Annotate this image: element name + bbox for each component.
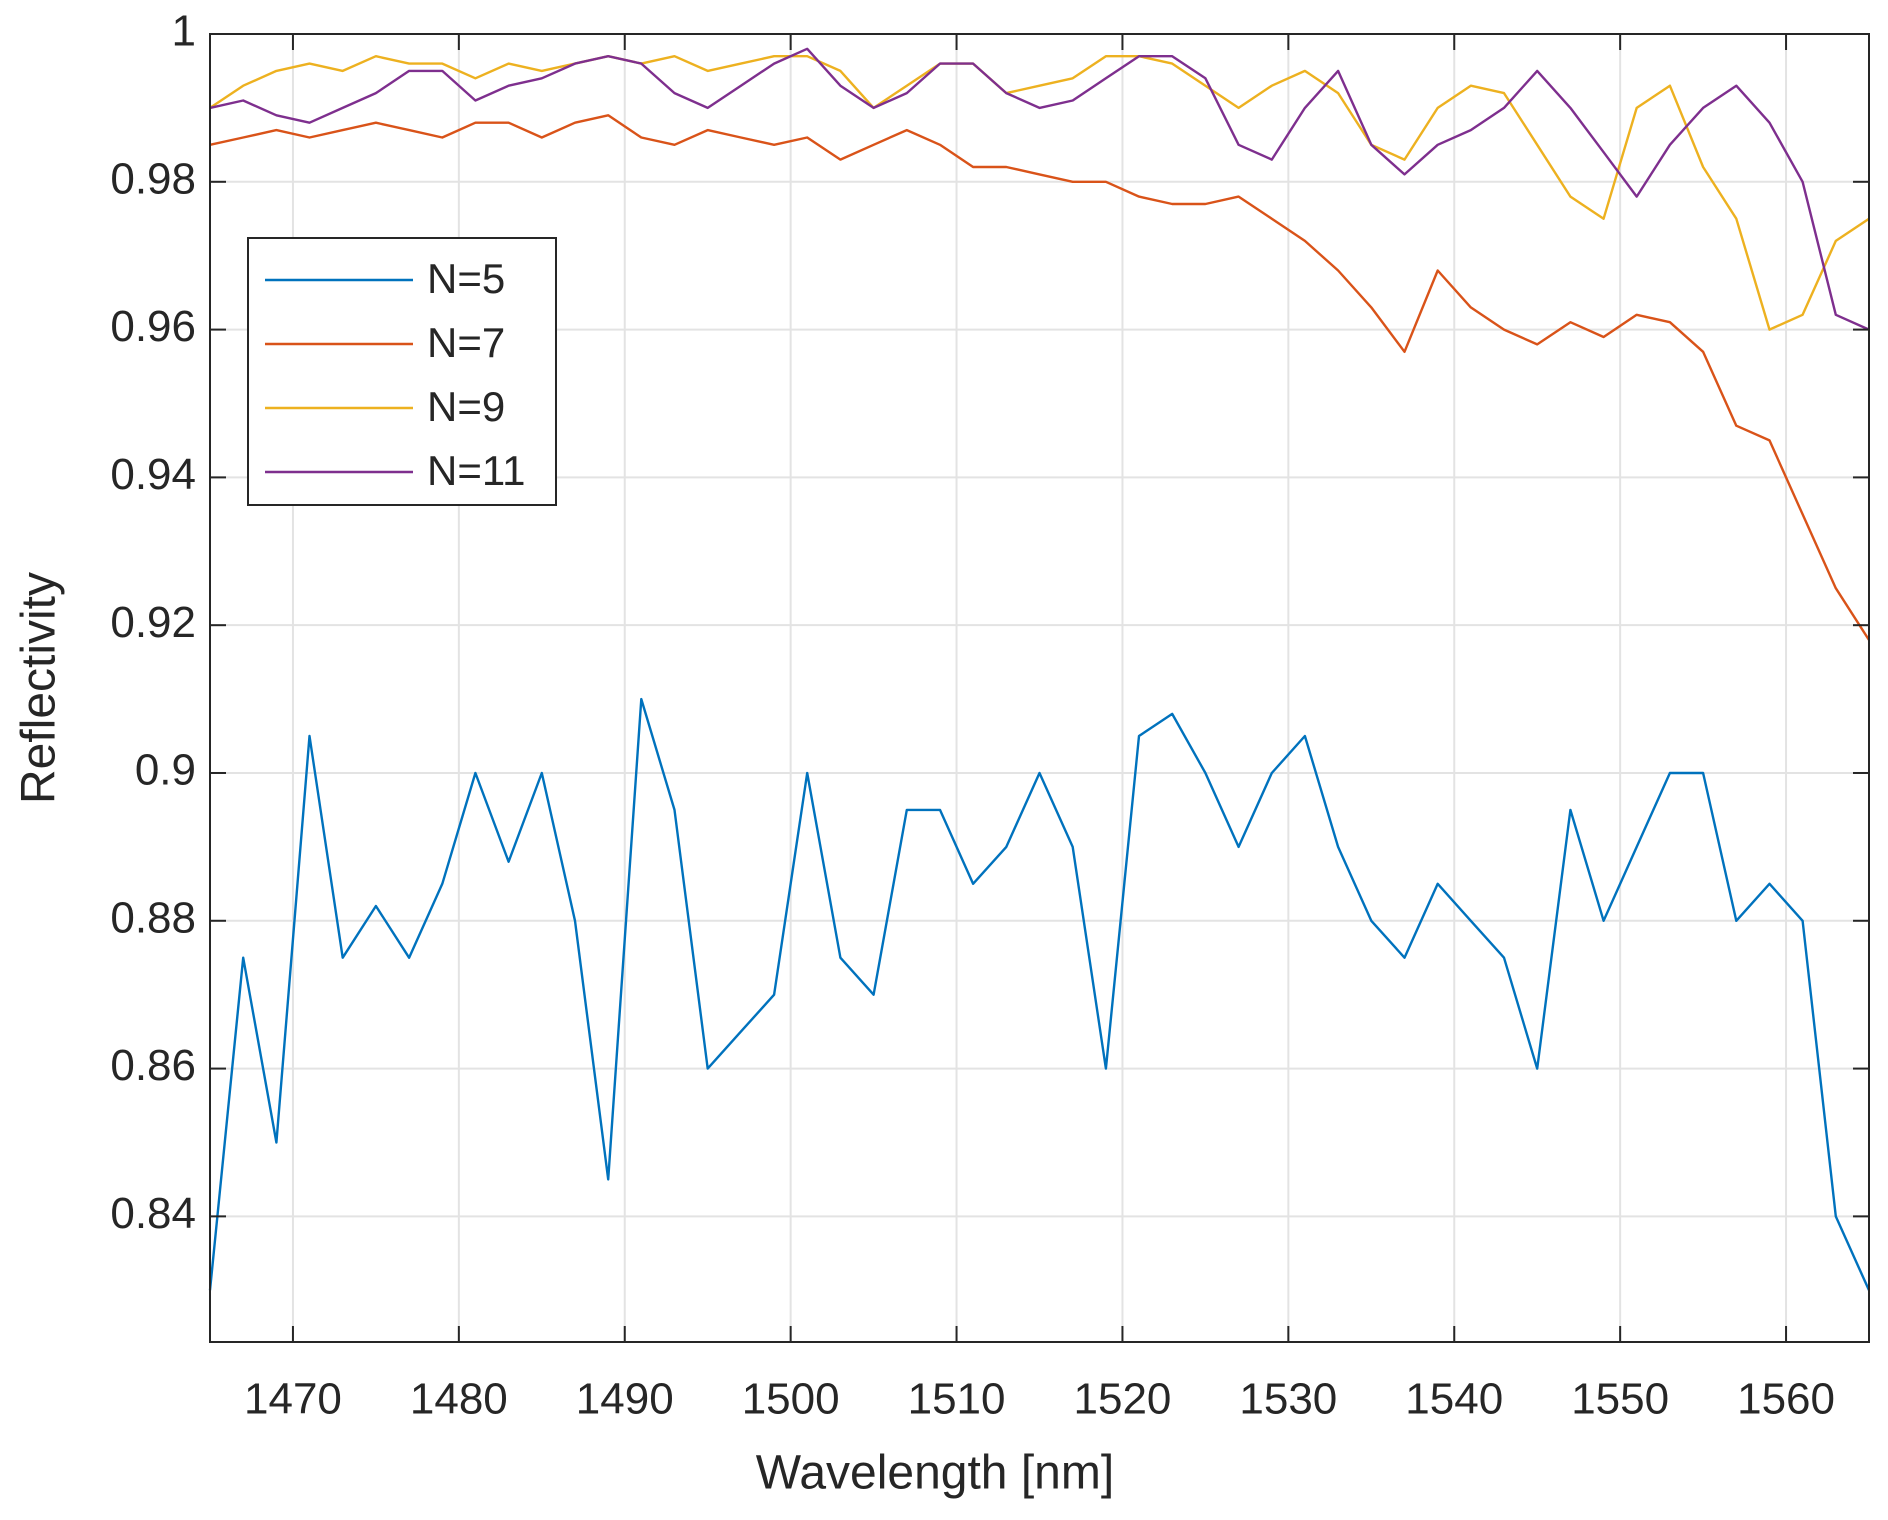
- legend-label: N=11: [427, 447, 525, 494]
- x-tick-label: 1540: [1405, 1375, 1503, 1424]
- data-line: [209, 47, 1870, 331]
- y-tick-label: 0.88: [110, 893, 196, 942]
- y-tick-label: 0.94: [110, 450, 196, 499]
- x-tick-label: 1530: [1239, 1375, 1337, 1424]
- legend-box: [247, 237, 557, 506]
- x-axis-label: Wavelength [nm]: [756, 1447, 1114, 1500]
- y-tick-label: 0.86: [110, 1041, 196, 1090]
- y-tick-label: 0.9: [135, 746, 196, 795]
- ticks: 1470 1480 1490 1500 1510 1520 1530 1540 1550 1560…: [110, 7, 1869, 1424]
- data-line: [208, 697, 1871, 1291]
- x-tick-label: 1490: [576, 1375, 674, 1424]
- data-line: [209, 114, 1871, 641]
- legend: N=5 N=7 N=9 N=11: [247, 237, 557, 506]
- axes-box: [209, 33, 1870, 1343]
- x-tick-label: 1480: [410, 1375, 508, 1424]
- x-tick-label: 1470: [244, 1375, 342, 1424]
- legend-label: N=5: [427, 255, 505, 302]
- y-tick-label: 0.96: [110, 302, 196, 351]
- x-tick-label: 1550: [1571, 1375, 1669, 1424]
- y-tick-label: 0.98: [110, 154, 196, 203]
- y-tick-label: 0.92: [110, 598, 196, 647]
- lines: [208, 47, 1871, 1291]
- data-line: [209, 55, 1870, 331]
- y-tick-label: 0.84: [110, 1189, 196, 1238]
- legend-label: N=9: [427, 383, 505, 430]
- x-tick-label: 1520: [1074, 1375, 1172, 1424]
- y-tick-label: 1: [172, 7, 196, 56]
- legend-label: N=7: [427, 319, 505, 366]
- x-tick-label: 1510: [908, 1375, 1006, 1424]
- grid: [210, 33, 1869, 1342]
- x-tick-label: 1560: [1737, 1375, 1835, 1424]
- y-axis-label: Reflectivity: [13, 572, 66, 804]
- x-tick-label: 1500: [742, 1375, 840, 1424]
